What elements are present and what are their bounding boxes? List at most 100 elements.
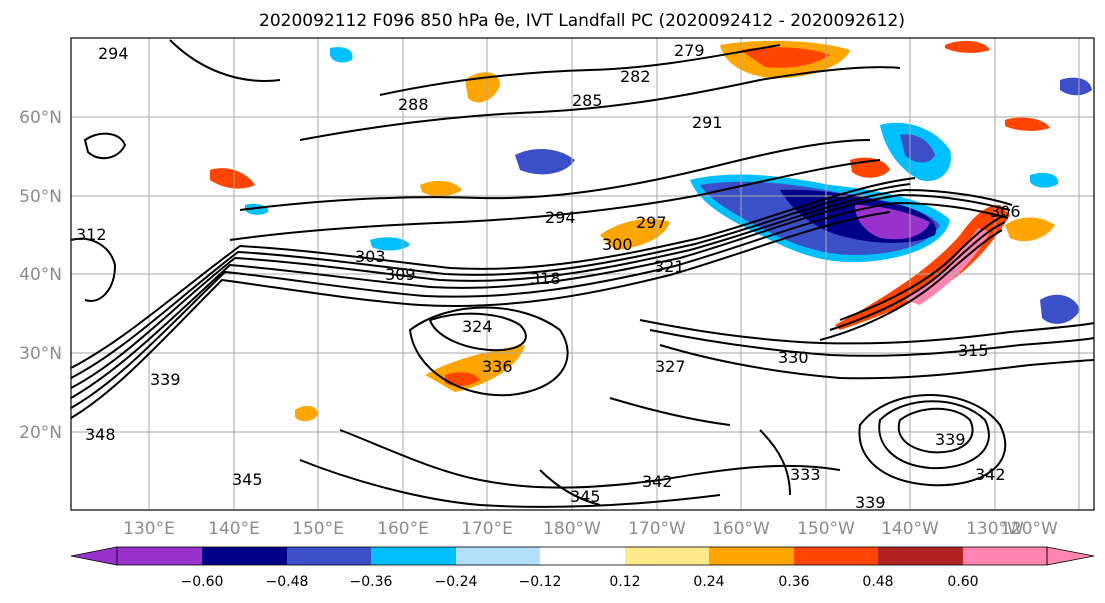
contour-label: 300 [602, 235, 633, 254]
contour-line [229, 159, 881, 241]
contour-line [878, 400, 990, 470]
colorbar-tick: 0.36 [778, 574, 809, 590]
colorbar-tick: 0.60 [947, 574, 978, 590]
contour-line [70, 237, 117, 302]
lon-label: 170°W [628, 519, 686, 539]
contour-line [659, 344, 1095, 380]
contour-line [829, 221, 1006, 331]
lon-label: 160°W [712, 519, 770, 539]
colorbar-segment [794, 547, 878, 565]
lon-label: 150°E [292, 519, 344, 539]
anomaly-positive-coast [1005, 217, 1055, 242]
lon-label: 140°E [208, 519, 260, 539]
contour-line [70, 188, 1013, 389]
latitude-labels: 60°N 50°N 40°N 30°N 20°N [19, 108, 62, 443]
colorbar-segment [540, 547, 625, 565]
contour-label: 327 [655, 357, 686, 376]
lon-label: 120°W [1000, 519, 1058, 539]
anomaly-negative-top-right [1060, 77, 1092, 96]
lat-label: 40°N [19, 265, 62, 285]
anomaly-negative-alaska-core [900, 134, 935, 163]
contour-label: 330 [778, 348, 809, 367]
contour-label: 342 [642, 472, 673, 491]
anomaly-positive-japan [210, 168, 255, 189]
contour-line [299, 459, 721, 508]
anomaly-positive-north-core [740, 47, 830, 68]
contour-line [70, 201, 1009, 409]
map-title: 2020092112 F096 850 hPa θe, IVT Landfall… [259, 11, 905, 31]
colorbar-segment [709, 547, 794, 565]
lon-label: 180°W [543, 519, 601, 539]
contour-label: 333 [790, 465, 821, 484]
contour-label: 342 [975, 465, 1006, 484]
contour-label: 345 [232, 470, 263, 489]
contour-line [299, 66, 901, 141]
contour-label: 285 [572, 91, 603, 110]
contour-label: 345 [570, 487, 601, 506]
contour-labels: 294 279 282 285 288 291 294 297 300 303 … [76, 41, 1021, 512]
lat-label: 20°N [19, 423, 62, 443]
lat-label: 30°N [19, 344, 62, 364]
lon-label: 150°W [797, 519, 855, 539]
contour-label: 294 [545, 208, 576, 227]
contour-label: 339 [855, 493, 886, 512]
colorbar-segment [878, 547, 963, 565]
colorbar-frame [116, 546, 1048, 566]
lon-label: 140°W [881, 519, 939, 539]
anomaly-positive-sw [295, 405, 318, 422]
colorbar-tick: −0.48 [266, 574, 309, 590]
longitude-labels: 130°E 140°E 150°E 160°E 170°E 180°W 170°… [123, 519, 1058, 539]
contour-line [639, 319, 1095, 345]
contour-line [70, 183, 911, 379]
contour-label: 294 [98, 44, 129, 63]
lon-label: 130°W [966, 519, 1024, 539]
colorbar-segment [287, 547, 371, 565]
lat-label: 50°N [19, 187, 62, 207]
colorbar-tick: 0.48 [862, 574, 893, 590]
anomaly-negative-central-north [515, 148, 575, 175]
map-frame [70, 37, 1095, 511]
contour-line [897, 407, 974, 454]
colorbar-tick: −0.60 [181, 574, 224, 590]
contour-line [428, 312, 527, 352]
contour-line [609, 397, 731, 426]
colorbar-tick: −0.24 [435, 574, 478, 590]
anomaly-negative-west [370, 237, 410, 251]
contour-label: 324 [462, 317, 493, 336]
map-panel: 294 279 282 285 288 291 294 297 300 303 … [70, 37, 1095, 512]
contour-line [70, 211, 891, 419]
lon-label: 160°E [377, 519, 429, 539]
contour-line [239, 139, 871, 211]
colorbar-segment [117, 547, 202, 565]
contour-line [169, 39, 281, 82]
contour-line [83, 132, 127, 160]
anomaly-negative-east-mid [1030, 172, 1059, 188]
contour-label: 282 [620, 67, 651, 86]
colorbar-extend-low [70, 546, 118, 566]
contour-line [539, 469, 601, 506]
colorbar-segment [456, 547, 540, 565]
contour-label: 288 [398, 95, 429, 114]
contour-line [379, 44, 781, 96]
colorbar-segment [963, 547, 1047, 565]
contour-label: 321 [654, 257, 685, 276]
lat-label: 60°N [19, 108, 62, 128]
anomaly-positive-east-top [1005, 117, 1050, 131]
contour-line [819, 229, 1003, 341]
contour-label: 297 [636, 213, 667, 232]
contour-line [649, 329, 1095, 357]
colorbar-segment [625, 547, 709, 565]
anomaly-positive-east-pacific [835, 205, 1010, 330]
contour-label: 291 [692, 113, 723, 132]
colorbar-extend-high [1046, 546, 1095, 566]
colorbar-segment [202, 547, 287, 565]
contour-line [858, 394, 1007, 487]
colorbar-tick: 0.12 [609, 574, 640, 590]
contour-label: 303 [355, 247, 386, 266]
anomaly-positive-central [600, 218, 670, 250]
contour-line [70, 193, 1011, 399]
contour-line [839, 214, 1006, 321]
contour-label: 312 [76, 225, 107, 244]
contour-label: 339 [935, 430, 966, 449]
shaded-anomalies [210, 40, 1092, 422]
